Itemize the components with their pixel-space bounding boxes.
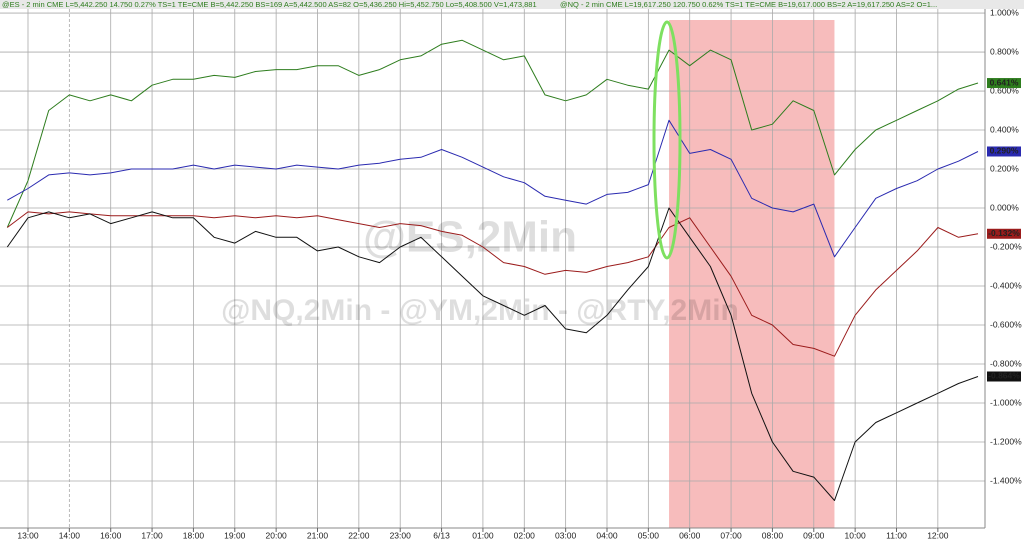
y-tick-label: -1.200%: [990, 436, 1022, 446]
last-value-label: -0.864%: [988, 371, 1020, 381]
y-tick-label: 0.800%: [990, 46, 1019, 56]
y-tick-label: -0.800%: [990, 358, 1022, 368]
y-tick-label: 0.400%: [990, 124, 1019, 134]
highlight-region: [669, 20, 835, 528]
x-tick-label: 07:00: [720, 530, 742, 540]
last-value-box: [987, 146, 1021, 157]
series-line: [6, 207, 979, 501]
x-tick-label: 20:00: [266, 530, 288, 540]
y-tick-label: -0.600%: [990, 319, 1022, 329]
lines: [6, 39, 979, 501]
x-tick-label: 19:00: [224, 530, 246, 540]
plot-background: [0, 9, 985, 528]
y-tick-label: -0.400%: [990, 280, 1022, 290]
y-tick-label: -1.000%: [990, 397, 1022, 407]
labels: 1.000% 0.800% 0.600% 0.400% 0.200% 0.000% -0.2…: [17, 7, 1022, 540]
header-right: @NQ - 2 min CME L=19,617.250 120.750 0.6…: [560, 0, 937, 9]
y-tick-label: 0.600%: [990, 85, 1019, 95]
header-left: @ES - 2 min CME L=5,442.250 14.750 0.27%…: [2, 0, 537, 9]
last-value-box: [987, 78, 1021, 89]
x-tick-label: 06:00: [679, 530, 701, 540]
x-tick-label: 22:00: [348, 530, 370, 540]
x-tick-label: 18:00: [183, 530, 205, 540]
x-tick-label: 08:00: [762, 530, 784, 540]
highlight-ellipse: [652, 20, 682, 260]
x-tick-label: 23:00: [390, 530, 412, 540]
x-tick-label: 12:00: [927, 530, 949, 540]
y-tick-label: 1.000%: [990, 7, 1019, 17]
x-tick-label: 21:00: [307, 530, 329, 540]
y-tick-label: -0.200%: [990, 241, 1022, 251]
watermark-subtitle: @NQ,2Min - @YM,2Min - @RTY,2Min: [221, 294, 739, 327]
last-value-box: [987, 371, 1021, 382]
x-tick-label: 11:00: [886, 530, 907, 540]
x-tick-label: 04:00: [596, 530, 618, 540]
x-tick-label: 01:00: [472, 530, 494, 540]
series-line: [7, 119, 979, 258]
last-value-label: 0.290%: [990, 146, 1019, 156]
y-tick-label: 0.000%: [990, 202, 1019, 212]
series-line: [6, 211, 979, 357]
watermark: @ES,2Min: [363, 213, 577, 262]
last-value-label: 0.641%: [990, 77, 1019, 87]
last-value-box: [987, 228, 1021, 239]
x-tick-label: 6/13: [433, 530, 450, 540]
x-tick-label: 17:00: [141, 530, 163, 540]
header-bar: [0, 0, 1024, 9]
x-tick-label: 13:00: [17, 530, 39, 540]
x-tick-label: 02:00: [514, 530, 536, 540]
last-value-label: -0.132%: [988, 228, 1020, 238]
x-tick-label: 03:00: [555, 530, 577, 540]
x-tick-label: 05:00: [638, 530, 660, 540]
x-tick-label: 10:00: [844, 530, 866, 540]
x-tick-label: 16:00: [100, 530, 122, 540]
series-line: [6, 39, 979, 228]
x-tick-label: 09:00: [803, 530, 825, 540]
x-tick-label: 14:00: [59, 530, 81, 540]
y-tick-label: 0.200%: [990, 163, 1019, 173]
y-tick-label: -1.400%: [990, 475, 1022, 485]
